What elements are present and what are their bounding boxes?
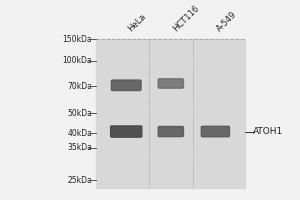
FancyBboxPatch shape	[158, 126, 183, 137]
FancyBboxPatch shape	[158, 79, 183, 88]
Bar	[97, 39, 245, 188]
Text: 35kDa: 35kDa	[67, 143, 92, 152]
FancyBboxPatch shape	[111, 126, 142, 137]
Text: 100kDa: 100kDa	[62, 56, 92, 65]
Text: A-549: A-549	[215, 10, 239, 34]
Text: HeLa: HeLa	[126, 12, 148, 34]
Text: 70kDa: 70kDa	[67, 82, 92, 91]
FancyBboxPatch shape	[111, 80, 141, 91]
Text: ATOH1: ATOH1	[253, 127, 283, 136]
Text: 25kDa: 25kDa	[67, 176, 92, 185]
Text: 50kDa: 50kDa	[67, 109, 92, 118]
Text: 40kDa: 40kDa	[67, 129, 92, 138]
Text: 150kDa: 150kDa	[62, 35, 92, 44]
Text: HCT116: HCT116	[171, 4, 201, 34]
FancyBboxPatch shape	[201, 126, 230, 137]
